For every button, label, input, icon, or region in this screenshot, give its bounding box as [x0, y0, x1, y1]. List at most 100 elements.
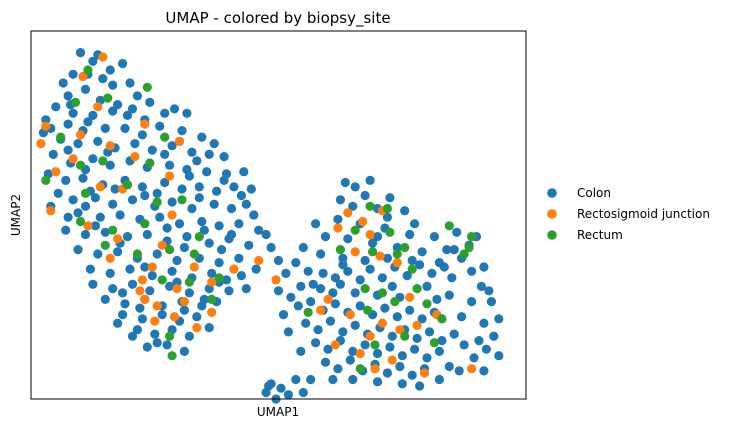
point-colon: [415, 381, 425, 391]
point-colon: [360, 190, 370, 201]
point-rectum: [100, 240, 110, 250]
point-rectum: [142, 82, 152, 92]
point-colon: [165, 160, 175, 170]
point-colon: [155, 212, 165, 222]
point-colon: [372, 377, 383, 387]
point-colon: [61, 225, 71, 235]
point-colon: [368, 238, 378, 248]
point-colon: [127, 195, 138, 205]
point-colon: [199, 225, 209, 235]
point-colon: [167, 197, 177, 207]
point-colon: [392, 242, 402, 253]
point-colon: [486, 297, 496, 307]
point-colon: [293, 301, 303, 311]
point-colon: [372, 348, 383, 359]
point-rectum: [140, 219, 150, 229]
point-colon: [187, 147, 197, 157]
point-colon: [382, 253, 392, 263]
point-colon: [184, 288, 194, 298]
point-colon: [296, 346, 306, 356]
point-colon: [338, 327, 348, 337]
point-rectosigmoid-junction: [355, 348, 365, 359]
point-rectosigmoid-junction: [271, 275, 281, 285]
point-rectosigmoid-junction: [330, 340, 340, 350]
point-colon: [283, 390, 293, 400]
point-colon: [130, 139, 140, 149]
point-colon: [405, 229, 415, 240]
point-colon: [457, 312, 467, 322]
point-colon: [410, 344, 420, 354]
point-colon: [234, 219, 244, 229]
point-colon: [365, 175, 375, 185]
point-colon: [73, 139, 83, 149]
point-colon: [88, 56, 98, 66]
point-colon: [410, 219, 420, 229]
point-rectosigmoid-junction: [140, 294, 150, 304]
point-colon: [469, 353, 479, 363]
point-colon: [83, 117, 93, 127]
point-colon: [467, 297, 477, 307]
point-colon: [407, 370, 417, 380]
point-colon: [88, 110, 98, 120]
point-colon: [152, 188, 162, 198]
point-rectosigmoid-junction: [157, 240, 167, 250]
point-rectum: [165, 245, 175, 255]
point-rectum: [355, 364, 365, 374]
point-colon: [343, 266, 353, 276]
point-colon: [108, 106, 118, 116]
point-colon: [291, 374, 301, 385]
point-colon: [137, 182, 147, 192]
y-axis-label: UMAP2: [9, 194, 23, 236]
point-rectosigmoid-junction: [150, 316, 160, 326]
point-colon: [479, 366, 489, 376]
point-colon: [142, 229, 152, 240]
point-rectum: [350, 225, 360, 235]
point-colon: [113, 247, 123, 257]
point-colon: [385, 193, 395, 203]
scatter-points: [36, 48, 504, 404]
point-colon: [63, 145, 73, 155]
point-colon: [397, 351, 407, 361]
point-rectum: [83, 65, 93, 75]
point-colon: [412, 333, 422, 343]
point-colon: [360, 340, 370, 350]
point-colon: [301, 318, 311, 328]
point-colon: [434, 374, 444, 385]
point-colon: [80, 201, 91, 211]
point-rectum: [382, 203, 392, 214]
point-colon: [160, 108, 170, 118]
point-colon: [434, 346, 444, 356]
point-rectosigmoid-junction: [387, 355, 397, 365]
point-colon: [392, 312, 402, 322]
point-rectosigmoid-junction: [152, 301, 162, 311]
point-colon: [58, 78, 68, 88]
point-colon: [311, 219, 321, 229]
point-colon: [162, 340, 172, 350]
point-colon: [355, 301, 365, 311]
point-colon: [108, 80, 118, 90]
point-colon: [85, 264, 95, 274]
point-colon: [365, 264, 375, 274]
point-rectum: [75, 216, 86, 227]
point-colon: [467, 266, 477, 276]
point-colon: [108, 199, 118, 209]
point-colon: [93, 136, 103, 146]
point-colon: [387, 281, 397, 291]
point-colon: [254, 225, 264, 235]
point-rectosigmoid-junction: [179, 297, 189, 307]
point-rectum: [464, 242, 474, 253]
point-colon: [476, 281, 486, 291]
point-colon: [75, 48, 86, 58]
point-rectum: [98, 156, 108, 166]
point-colon: [444, 290, 454, 300]
point-colon: [360, 255, 370, 266]
point-colon: [348, 346, 358, 356]
point-colon: [481, 344, 491, 354]
point-rectosigmoid-junction: [405, 292, 415, 302]
point-rectosigmoid-junction: [135, 286, 145, 296]
point-colon: [479, 318, 489, 328]
point-colon: [127, 279, 138, 289]
point-colon: [48, 149, 58, 159]
point-colon: [184, 331, 194, 341]
legend-label-rectosigmoid-junction: Rectosigmoid junction: [577, 207, 710, 221]
